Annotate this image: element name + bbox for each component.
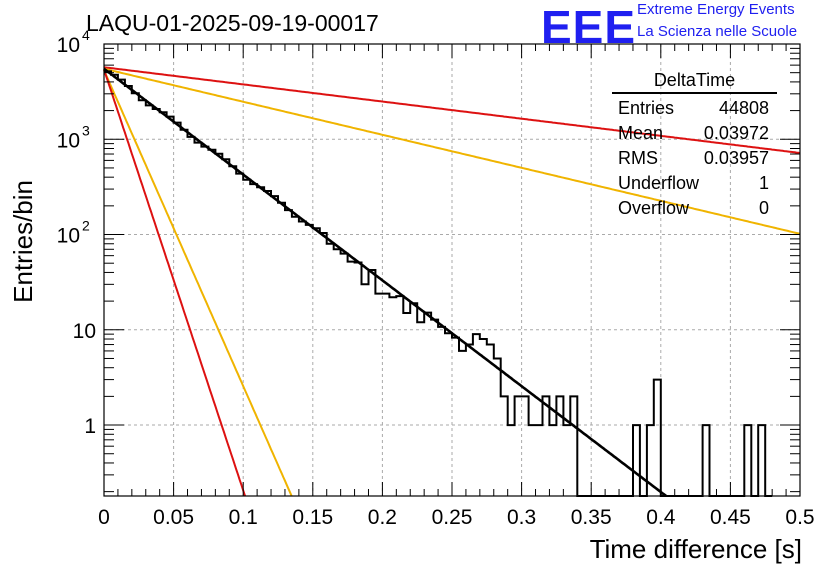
stats-row-overflow: Overflow 0 — [612, 196, 777, 221]
y-tick-label: 1 — [84, 415, 96, 438]
x-tick-label: 0 — [98, 506, 110, 529]
stats-label: RMS — [618, 148, 658, 168]
curve-yellow-slow — [103, 67, 801, 235]
y-tick-exponent: 4 — [82, 27, 90, 43]
axis-tick-labels: 0 0.05 0.1 0.15 0.2 0.25 0.3 0.35 0.4 0.45 0.51101… — [57, 27, 815, 529]
stats-row-rms: RMS 0.03957 — [612, 146, 777, 171]
x-tick-label: 0.05 — [153, 506, 194, 529]
curve-yellow-fast — [103, 69, 293, 497]
y-tick-label: 10 — [73, 320, 96, 343]
y-tick-exponent: 2 — [82, 218, 90, 234]
axis-ticks — [103, 43, 801, 496]
curve-red-fast — [103, 69, 246, 497]
stats-label: Mean — [618, 123, 664, 143]
x-axis-label: Time difference [s] — [589, 534, 802, 564]
logo-line-1: Extreme Energy Events — [637, 1, 795, 18]
stats-row-mean: Mean 0.03972 — [612, 121, 777, 146]
x-tick-label: 0.5 — [785, 506, 814, 529]
stats-value: 0.03972 — [703, 123, 769, 143]
exponential-fit-line — [103, 67, 668, 497]
curve-red-slow — [103, 66, 801, 154]
x-tick-label: 0.1 — [229, 506, 258, 529]
x-tick-label: 0.35 — [571, 506, 612, 529]
y-tick-label: 10 — [57, 225, 80, 248]
logo-line-2: La Scienza nelle Scuole — [637, 23, 798, 40]
stats-row-underflow: Underflow 1 — [612, 171, 777, 196]
run-title: LAQU-01-2025-09-19-00017 — [86, 10, 379, 36]
stats-title: DeltaTime — [612, 70, 777, 94]
y-tick-label: 10 — [57, 129, 80, 152]
stats-value: 0.03957 — [703, 148, 769, 168]
stats-value: 1 — [758, 173, 769, 193]
stats-label: Overflow — [618, 198, 690, 218]
stats-label: Underflow — [618, 173, 700, 193]
x-tick-label: 0.4 — [646, 506, 676, 529]
y-tick-exponent: 3 — [82, 122, 90, 138]
stats-box: DeltaTime Entries 44808 Mean 0.03972 RMS… — [612, 70, 777, 221]
y-tick-label: 10 — [57, 34, 80, 57]
stats-value: 0 — [758, 198, 769, 218]
y-axis-label: Entries/bin — [8, 180, 38, 303]
plot-grid — [104, 44, 800, 496]
x-tick-label: 0.25 — [432, 506, 473, 529]
x-tick-label: 0.2 — [368, 506, 397, 529]
stats-value: 44808 — [718, 98, 769, 118]
x-tick-label: 0.15 — [292, 506, 333, 529]
decay-curves — [103, 66, 801, 497]
stats-label: Entries — [618, 98, 675, 118]
x-tick-label: 0.3 — [507, 506, 536, 529]
stats-row-entries: Entries 44808 — [612, 96, 777, 121]
x-tick-label: 0.45 — [710, 506, 751, 529]
eee-logo: EEE — [541, 1, 637, 53]
